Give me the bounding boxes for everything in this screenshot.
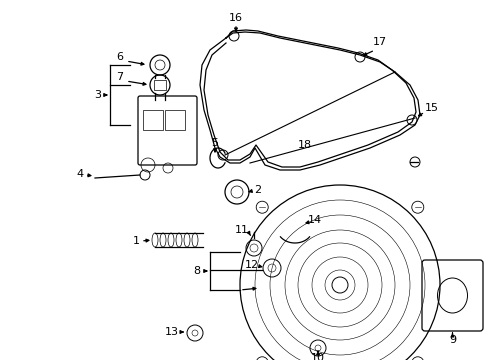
Text: 3: 3 [94, 90, 102, 100]
Bar [154, 80, 165, 90]
Text: 8: 8 [193, 266, 200, 276]
Text: 17: 17 [372, 37, 386, 47]
Text: 1: 1 [132, 236, 139, 246]
Text: 13: 13 [164, 327, 179, 337]
Text: 12: 12 [244, 260, 259, 270]
Text: 4: 4 [76, 169, 83, 179]
Text: 11: 11 [235, 225, 248, 235]
Bar [142, 110, 163, 130]
Text: 5: 5 [211, 138, 218, 148]
Text: 6: 6 [116, 52, 123, 62]
Text: 16: 16 [228, 13, 243, 23]
Text: 9: 9 [448, 335, 455, 345]
Text: 7: 7 [116, 72, 123, 82]
Text: 10: 10 [310, 353, 325, 360]
Text: 18: 18 [297, 140, 311, 150]
Text: 2: 2 [254, 185, 261, 195]
Text: 15: 15 [424, 103, 438, 113]
Text: 14: 14 [307, 215, 322, 225]
Bar [164, 110, 184, 130]
